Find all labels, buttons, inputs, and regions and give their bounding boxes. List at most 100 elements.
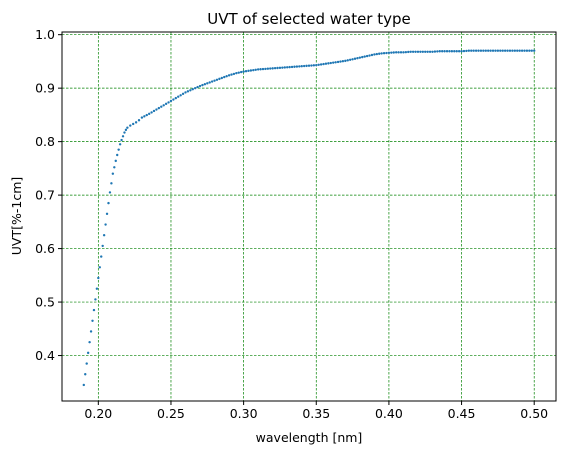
data-point [290, 65, 294, 69]
data-point [184, 91, 187, 94]
data-point [143, 115, 146, 118]
data-point [120, 138, 123, 142]
data-point [358, 56, 362, 59]
data-point [108, 191, 112, 194]
data-point [198, 84, 202, 88]
data-point [172, 98, 175, 101]
plot-frame [61, 31, 557, 402]
data-point [278, 66, 282, 70]
x-axis-ticks: 0.20 0.25 0.30 0.35 0.40 0.45 0.50 [84, 401, 548, 421]
data-point [533, 49, 536, 52]
data-point [346, 59, 349, 62]
data-point [445, 50, 449, 53]
data-point [252, 68, 255, 72]
data-point [428, 50, 432, 53]
data-point [235, 71, 238, 75]
data-point [247, 69, 250, 73]
data-point [356, 57, 359, 60]
data-point [230, 73, 233, 76]
data-point [361, 55, 364, 59]
data-point [516, 49, 519, 52]
data-point [147, 112, 151, 116]
data-point [288, 65, 291, 69]
data-point [169, 99, 173, 103]
data-point [242, 70, 245, 73]
data-point [215, 78, 219, 81]
data-point [210, 80, 214, 83]
data-point [261, 67, 265, 71]
data-point [448, 50, 451, 53]
data-point [322, 62, 325, 66]
data-point [467, 49, 471, 52]
data-point [440, 50, 444, 53]
data-point [465, 49, 468, 53]
data-point [431, 50, 434, 53]
data-point [484, 49, 487, 52]
data-point [315, 63, 318, 67]
y-tick-label: 0.5 [35, 295, 55, 310]
data-point [189, 89, 192, 92]
data-point [353, 57, 357, 60]
data-point [206, 82, 209, 85]
data-point [302, 64, 306, 68]
data-point [223, 75, 226, 79]
data-point [327, 62, 330, 65]
data-point [494, 49, 497, 52]
data-point [317, 63, 320, 66]
data-point [225, 75, 228, 78]
data-point [491, 49, 495, 52]
data-point [385, 51, 388, 55]
data-point [307, 64, 311, 67]
data-point [300, 65, 303, 68]
chart-title: UVT of selected water type [207, 10, 411, 28]
data-point [105, 212, 109, 216]
data-point [201, 83, 204, 87]
data-point [174, 96, 178, 100]
data-point [399, 51, 403, 54]
data-point [453, 50, 456, 53]
data-point [378, 52, 381, 55]
data-point [94, 298, 97, 301]
data-point [348, 58, 352, 62]
data-point [88, 340, 91, 344]
data-point [436, 50, 439, 53]
data-point [286, 66, 289, 69]
data-point [271, 67, 274, 70]
data-point [474, 49, 478, 52]
data-point [82, 383, 85, 387]
data-point [312, 64, 316, 67]
data-point [407, 50, 410, 54]
data-point [295, 65, 299, 68]
x-tick-label: 0.45 [448, 406, 476, 421]
data-point [508, 49, 512, 52]
data-point [97, 276, 100, 280]
data-point [528, 49, 531, 52]
data-point [397, 51, 400, 54]
data-point [370, 53, 374, 57]
data-point [501, 49, 504, 52]
data-point [220, 76, 224, 80]
data-point [95, 287, 99, 290]
data-point [319, 63, 323, 66]
data-point [513, 49, 517, 52]
data-point [208, 81, 211, 84]
data-point [131, 122, 135, 126]
y-tick-label: 0.6 [35, 241, 55, 256]
data-point [477, 49, 480, 52]
data-point [334, 61, 337, 64]
data-point [85, 362, 88, 365]
data-point [373, 53, 376, 56]
x-tick-label: 0.35 [302, 406, 330, 421]
data-point [433, 50, 437, 53]
data-point [193, 86, 197, 90]
data-point [134, 121, 138, 124]
data-point [332, 61, 335, 64]
data-point [298, 65, 301, 68]
data-point [489, 49, 492, 52]
data-point [419, 50, 422, 53]
data-point [341, 60, 345, 63]
data-point [92, 308, 96, 312]
data-point [486, 49, 490, 52]
data-point [525, 49, 529, 52]
data-point [365, 54, 369, 58]
